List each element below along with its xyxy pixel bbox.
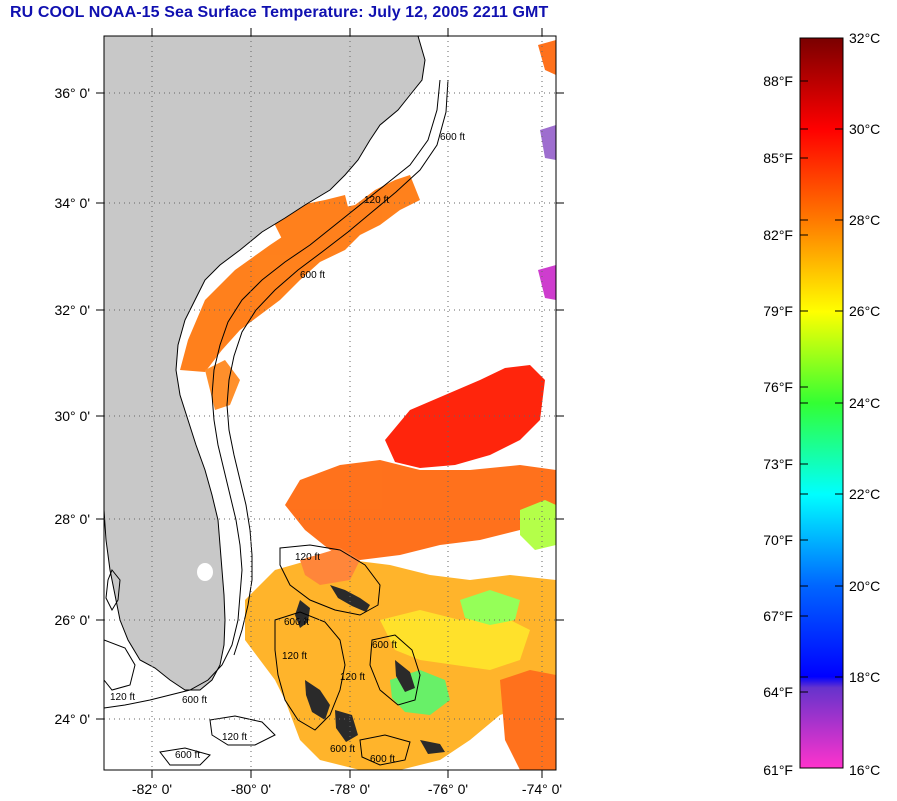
svg-text:120 ft: 120 ft	[295, 552, 320, 563]
svg-text:36° 0': 36° 0'	[54, 85, 90, 101]
svg-text:16°C: 16°C	[849, 762, 880, 778]
svg-text:61°F: 61°F	[763, 762, 793, 778]
map-border	[103, 35, 557, 771]
svg-text:18°C: 18°C	[849, 669, 880, 685]
svg-text:120 ft: 120 ft	[364, 195, 389, 206]
svg-text:34° 0': 34° 0'	[54, 195, 90, 211]
svg-text:600 ft: 600 ft	[284, 617, 309, 628]
contour-labels: 120 ft 600 ft 600 ft 120 ft 600 ft 120 f…	[110, 132, 465, 765]
svg-text:600 ft: 600 ft	[330, 744, 355, 755]
svg-text:64°F: 64°F	[763, 684, 793, 700]
svg-text:88°F: 88°F	[763, 73, 793, 89]
lake-okeechobee	[197, 563, 213, 581]
svg-text:85°F: 85°F	[763, 150, 793, 166]
bahamas-islands	[295, 585, 445, 754]
svg-text:67°F: 67°F	[763, 608, 793, 624]
svg-text:73°F: 73°F	[763, 456, 793, 472]
celsius-labels: 32°C 30°C 28°C 26°C 24°C 22°C 20°C 18°C …	[849, 30, 880, 778]
svg-text:70°F: 70°F	[763, 532, 793, 548]
svg-text:30° 0': 30° 0'	[54, 408, 90, 424]
svg-text:28°C: 28°C	[849, 212, 880, 228]
svg-text:600 ft: 600 ft	[182, 695, 207, 706]
svg-text:600 ft: 600 ft	[372, 640, 397, 651]
svg-text:-74° 0': -74° 0'	[522, 781, 562, 797]
svg-text:24° 0': 24° 0'	[54, 711, 90, 727]
lon-labels: -82° 0' -80° 0' -78° 0' -76° 0' -74° 0'	[132, 781, 562, 797]
svg-text:120 ft: 120 ft	[222, 732, 247, 743]
svg-text:20°C: 20°C	[849, 578, 880, 594]
lat-ticks	[96, 92, 564, 720]
svg-text:82°F: 82°F	[763, 227, 793, 243]
svg-text:24°C: 24°C	[849, 395, 880, 411]
bathymetry-contours	[104, 79, 449, 766]
map-gridlines	[104, 36, 556, 770]
svg-text:76°F: 76°F	[763, 379, 793, 395]
lat-labels: 36° 0' 34° 0' 32° 0' 30° 0' 28° 0' 26° 0…	[54, 85, 90, 727]
svg-text:-76° 0': -76° 0'	[428, 781, 468, 797]
land-mass	[104, 36, 426, 691]
lon-ticks	[151, 28, 543, 778]
svg-text:-82° 0': -82° 0'	[132, 781, 172, 797]
svg-text:120 ft: 120 ft	[340, 672, 365, 683]
svg-text:32° 0': 32° 0'	[54, 302, 90, 318]
svg-text:79°F: 79°F	[763, 303, 793, 319]
svg-text:120 ft: 120 ft	[110, 692, 135, 703]
svg-text:26° 0': 26° 0'	[54, 612, 90, 628]
map-title: RU COOL NOAA-15 Sea Surface Temperature:…	[10, 4, 549, 21]
svg-text:600 ft: 600 ft	[370, 754, 395, 765]
svg-text:-80° 0': -80° 0'	[231, 781, 271, 797]
svg-text:600 ft: 600 ft	[175, 750, 200, 761]
svg-text:600 ft: 600 ft	[440, 132, 465, 143]
svg-text:32°C: 32°C	[849, 30, 880, 46]
colorbar-ticks	[800, 80, 843, 693]
svg-text:22°C: 22°C	[849, 486, 880, 502]
svg-text:30°C: 30°C	[849, 121, 880, 137]
svg-text:600 ft: 600 ft	[300, 270, 325, 281]
svg-text:-78° 0': -78° 0'	[330, 781, 370, 797]
svg-text:26°C: 26°C	[849, 303, 880, 319]
svg-text:28° 0': 28° 0'	[54, 511, 90, 527]
svg-text:120 ft: 120 ft	[282, 651, 307, 662]
fahrenheit-labels: 88°F 85°F 82°F 79°F 76°F 73°F 70°F 67°F …	[763, 73, 793, 778]
